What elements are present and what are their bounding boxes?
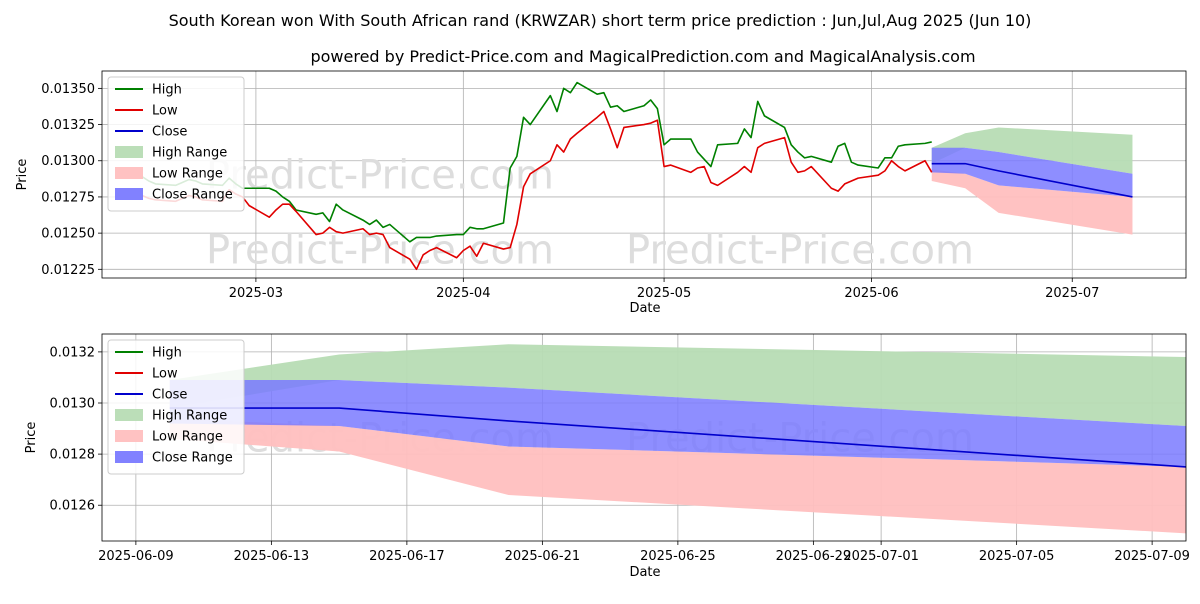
plot-series [169,344,1186,534]
x-tick-label: 2025-06-09 [98,549,174,564]
legend-swatch [115,146,143,158]
low-range-band [169,418,1186,534]
plot-series [141,81,1133,271]
y-tick-label: 0.01350 [41,82,95,97]
chart-title: South Korean won With South African rand… [169,11,1032,30]
top-panel: 2025-03 2025-04 2025-05 2025-06 2025-07 0.012… [15,70,1187,316]
legend-label: Low [152,104,178,119]
x-tick-label: 2025-05 [637,286,691,301]
legend-label: Low [152,367,178,382]
watermark-text: Predict-Price.com [626,228,974,274]
close-series-line [931,162,1133,198]
y-tick-label: 0.0130 [50,397,96,412]
legend-label: High [152,83,182,98]
chart-subtitle: powered by Predict-Price.com and Magical… [310,47,975,66]
legend-label: Close [152,388,187,403]
legend: High Low Close High Range Low Range Close Ran… [107,76,245,212]
y-tick-label: 0.0128 [50,448,96,463]
close-range-band [931,147,1133,197]
y-axis-label: Price [24,422,39,454]
legend-label: Close [152,125,187,140]
x-axis-label: Date [629,565,660,580]
y-axis-label: Price [15,159,30,191]
legend-swatch [115,167,143,179]
y-tick-label: 0.0126 [50,499,96,514]
legend-label: Low Range [152,167,223,182]
x-axis-label: Date [629,301,660,316]
watermark-text: Predict-Price.com [206,228,554,274]
legend-swatch [115,188,143,200]
legend-swatch [115,430,143,442]
legend-swatch [115,409,143,421]
high-range-band [931,127,1133,174]
x-tick-label: 2025-03 [229,286,283,301]
x-tick-label: 2025-07-05 [979,549,1055,564]
close-range-band [169,380,1186,467]
low-range-band [931,169,1133,235]
close-series-line [169,407,1186,468]
y-tick-label: 0.01275 [41,190,95,205]
plot-frame [101,70,1187,279]
high-series-line [141,81,932,243]
x-tick-label: 2025-04 [436,286,490,301]
x-tick-label: 2025-06 [844,286,898,301]
y-tick-label: 0.01300 [41,154,95,169]
low-series-line [141,110,933,271]
y-tick-label: 0.01325 [41,118,95,133]
x-tick-label: 2025-06-29 [776,549,852,564]
y-tick-label: 0.0132 [50,345,96,360]
y-tick-label: 0.01225 [41,263,95,278]
legend-label: Close Range [152,451,233,466]
legend-label: High Range [152,146,227,161]
x-tick-label: 2025-06-25 [640,549,716,564]
legend-label: High [152,346,182,361]
y-tick-label: 0.01250 [41,227,95,242]
legend: High Low Close High Range Low Range Close Ran… [107,339,245,475]
high-range-band [169,344,1186,426]
legend-label: Low Range [152,430,223,445]
legend-label: Close Range [152,188,233,203]
x-tick-label: 2025-07-01 [843,549,919,564]
x-tick-label: 2025-06-13 [234,549,310,564]
x-tick-label: 2025-06-17 [369,549,445,564]
x-tick-label: 2025-07-09 [1114,549,1190,564]
watermark-text: Predict-Price.com [206,153,554,199]
plot-frame [101,333,1187,542]
x-tick-label: 2025-07 [1045,286,1099,301]
legend-label: High Range [152,409,227,424]
legend-swatch [115,451,143,463]
x-tick-label: 2025-06-21 [505,549,581,564]
bottom-panel: 2025-06-09 2025-06-13 2025-06-17 2025-06-21… [24,333,1190,580]
